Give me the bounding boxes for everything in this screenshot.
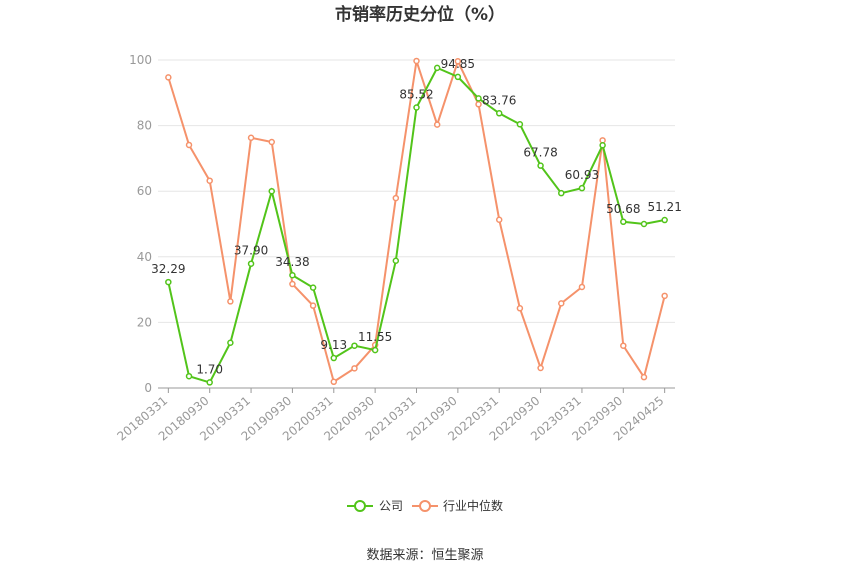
data-point[interactable] [206, 177, 213, 184]
series-layer [165, 57, 668, 386]
data-point[interactable] [247, 260, 255, 267]
data-point[interactable] [454, 73, 462, 81]
data-label: 9.13 [320, 338, 347, 352]
data-label: 34.38 [275, 255, 309, 269]
data-point[interactable] [185, 372, 193, 380]
y-tick-label: 20 [137, 315, 152, 329]
data-point[interactable] [330, 354, 338, 362]
x-axis-ticks: 2018033120180930201903312019093020200331… [114, 388, 667, 444]
y-tick-label: 80 [137, 119, 152, 133]
data-point[interactable] [433, 121, 441, 128]
data-point[interactable] [433, 64, 441, 72]
legend-item-industry-median[interactable]: 行业中位数 [412, 498, 503, 513]
data-labels: 32.29 1.70 37.90 34.38 9.13 11.55 85.52 94.85 83… [151, 57, 682, 377]
data-point[interactable] [247, 134, 255, 141]
data-point[interactable] [185, 141, 193, 149]
data-label: 37.90 [234, 244, 268, 258]
data-point[interactable] [309, 284, 317, 291]
data-point[interactable] [495, 110, 503, 117]
data-point[interactable] [578, 283, 586, 291]
data-point[interactable] [227, 298, 234, 305]
data-point[interactable] [392, 194, 400, 202]
data-label: 32.29 [151, 262, 185, 276]
legend-item-company[interactable]: 公司 [347, 499, 403, 513]
data-source-note: 数据来源：恒生聚源 [366, 548, 483, 563]
y-tick-label: 0 [144, 381, 152, 395]
y-axis-ticks: 0 20 40 60 80 100 [129, 53, 152, 395]
legend[interactable]: 公司 行业中位数 [347, 498, 503, 513]
data-point[interactable] [165, 278, 172, 286]
data-point[interactable] [558, 189, 565, 197]
data-label: 85.52 [399, 87, 433, 101]
data-point[interactable] [413, 57, 420, 65]
data-point[interactable] [599, 142, 606, 149]
data-point[interactable] [620, 342, 627, 349]
data-point[interactable] [268, 138, 275, 146]
data-label: 1.70 [196, 362, 223, 376]
data-point[interactable] [454, 58, 462, 65]
data-point[interactable] [640, 220, 648, 228]
data-point[interactable] [413, 104, 420, 111]
data-point[interactable] [516, 305, 524, 312]
data-point[interactable] [516, 121, 524, 128]
legend-label-company: 公司 [379, 499, 403, 513]
data-point[interactable] [558, 300, 565, 307]
data-point[interactable] [268, 187, 275, 195]
data-point[interactable] [620, 218, 627, 226]
data-label: 50.68 [606, 202, 640, 216]
data-label: 83.76 [482, 93, 516, 107]
data-point[interactable] [537, 364, 544, 372]
data-point[interactable] [227, 339, 234, 346]
series-0 [165, 64, 668, 386]
y-tick-label: 40 [137, 250, 152, 264]
data-point[interactable] [371, 346, 379, 354]
data-point[interactable] [661, 216, 668, 224]
data-label: 94.85 [441, 57, 475, 71]
data-point[interactable] [330, 378, 338, 386]
data-point[interactable] [165, 74, 172, 81]
legend-label-industry-median: 行业中位数 [443, 498, 503, 513]
data-point[interactable] [640, 373, 648, 381]
data-point[interactable] [661, 292, 668, 300]
data-point[interactable] [289, 271, 296, 279]
data-point[interactable] [351, 342, 358, 349]
y-tick-label: 60 [137, 184, 152, 198]
chart-title: 市销率历史分位（%） [335, 4, 505, 25]
y-tick-label: 100 [129, 53, 152, 67]
data-point[interactable] [392, 257, 400, 264]
data-point[interactable] [289, 280, 296, 288]
series-1 [165, 57, 668, 386]
data-point[interactable] [495, 216, 503, 223]
data-label: 60.93 [565, 168, 599, 182]
data-point[interactable] [309, 302, 317, 309]
data-label: 11.55 [358, 330, 392, 344]
legend-marker-industry-median [419, 500, 431, 512]
data-point[interactable] [578, 184, 586, 192]
data-label: 67.78 [523, 146, 557, 160]
legend-marker-company [354, 500, 366, 512]
data-point[interactable] [475, 95, 482, 102]
data-point[interactable] [537, 162, 544, 169]
data-point[interactable] [206, 379, 213, 386]
data-label: 51.21 [647, 200, 681, 214]
data-point[interactable] [475, 101, 482, 108]
data-point[interactable] [351, 365, 358, 372]
